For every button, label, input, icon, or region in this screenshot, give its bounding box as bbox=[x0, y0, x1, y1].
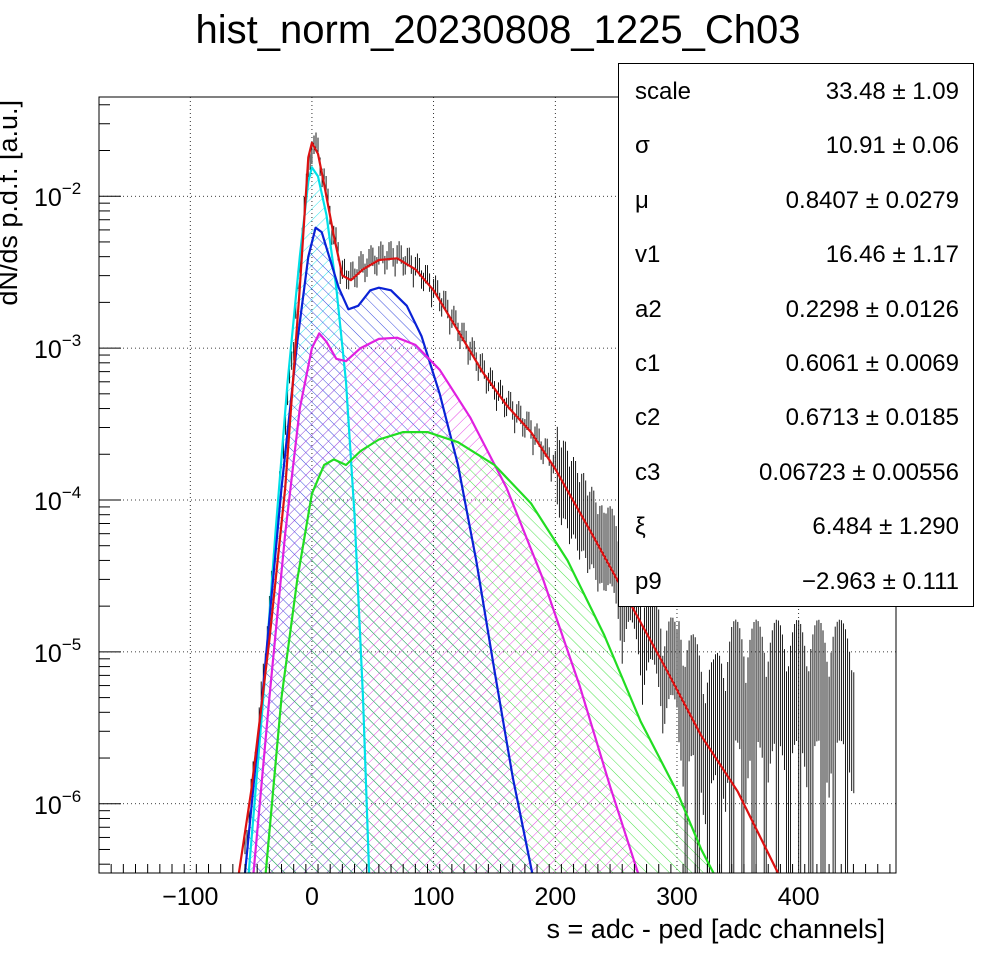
chart-title: hist_norm_20230808_1225_Ch03 bbox=[195, 8, 801, 52]
x-axis-title: s = adc - ped [adc channels] bbox=[547, 914, 885, 944]
series-curve bbox=[252, 332, 640, 874]
x-tick-label: 200 bbox=[534, 883, 576, 911]
series-curve bbox=[237, 141, 779, 874]
stats-param-name: p9 bbox=[635, 567, 662, 595]
stats-param-value: 0.2298 ± 0.0126 bbox=[785, 295, 959, 323]
stats-row: μ 0.8407 ± 0.0279 bbox=[619, 173, 975, 227]
stats-param-value: 0.06723 ± 0.00556 bbox=[758, 458, 959, 486]
stats-param-value: 16.46 ± 1.17 bbox=[825, 241, 959, 269]
stats-row: c2 0.6713 ± 0.0185 bbox=[619, 390, 975, 444]
stats-param-value: 0.6713 ± 0.0185 bbox=[785, 404, 959, 432]
x-tick-label: 100 bbox=[413, 883, 455, 911]
stats-row: c1 0.6061 ± 0.0069 bbox=[619, 336, 975, 390]
stats-param-value: 33.48 ± 1.09 bbox=[825, 78, 959, 105]
stats-row: p9 −2.963 ± 0.111 bbox=[619, 554, 975, 608]
stats-param-name: μ bbox=[635, 186, 649, 214]
x-tick-label: −100 bbox=[162, 883, 218, 911]
stats-param-value: 10.91 ± 0.06 bbox=[825, 132, 959, 160]
y-tick-label: 10−3 bbox=[34, 331, 81, 364]
stats-param-name: scale bbox=[635, 78, 692, 105]
stats-row: v1 16.46 ± 1.17 bbox=[619, 227, 975, 281]
series-curve bbox=[247, 166, 371, 874]
stats-param-name: v1 bbox=[635, 241, 661, 269]
y-tick-label: 10−6 bbox=[34, 787, 81, 820]
stats-param-name: σ bbox=[635, 132, 650, 160]
stats-row: c3 0.06723 ± 0.00556 bbox=[619, 445, 975, 499]
stats-param-name: c3 bbox=[635, 458, 661, 486]
stats-param-name: ξ bbox=[635, 513, 646, 541]
stats-row: ξ 6.484 ± 1.290 bbox=[619, 499, 975, 553]
fit-stats-box: scale 33.48 ± 1.09 σ 10.91 ± 0.06 μ 0.8407 ± … bbox=[618, 63, 974, 607]
x-tick-label: 400 bbox=[778, 883, 820, 911]
stats-param-name: c2 bbox=[635, 404, 661, 432]
y-axis-title: dN/ds p.d.f. [a.u.] bbox=[0, 100, 23, 306]
stats-param-value: −2.963 ± 0.111 bbox=[801, 567, 959, 595]
stats-row: scale 33.48 ± 1.09 bbox=[619, 64, 975, 118]
y-tick-label: 10−5 bbox=[34, 635, 81, 668]
stats-param-name: c1 bbox=[635, 350, 661, 377]
stats-row: a2 0.2298 ± 0.0126 bbox=[619, 282, 975, 336]
series-fill bbox=[265, 432, 714, 873]
series-curve bbox=[243, 226, 534, 874]
y-tick-label: 10−2 bbox=[34, 179, 81, 212]
stats-param-name: a2 bbox=[635, 295, 662, 323]
x-tick-label: 300 bbox=[656, 883, 698, 911]
stats-param-value: 0.8407 ± 0.0279 bbox=[785, 186, 959, 214]
series-curve bbox=[264, 431, 715, 874]
stats-param-value: 6.484 ± 1.290 bbox=[812, 513, 959, 541]
stats-param-value: 0.6061 ± 0.0069 bbox=[785, 350, 959, 377]
y-tick-label: 10−4 bbox=[34, 483, 81, 516]
stats-row: σ 10.91 ± 0.06 bbox=[619, 118, 975, 172]
x-tick-label: 0 bbox=[305, 883, 319, 911]
